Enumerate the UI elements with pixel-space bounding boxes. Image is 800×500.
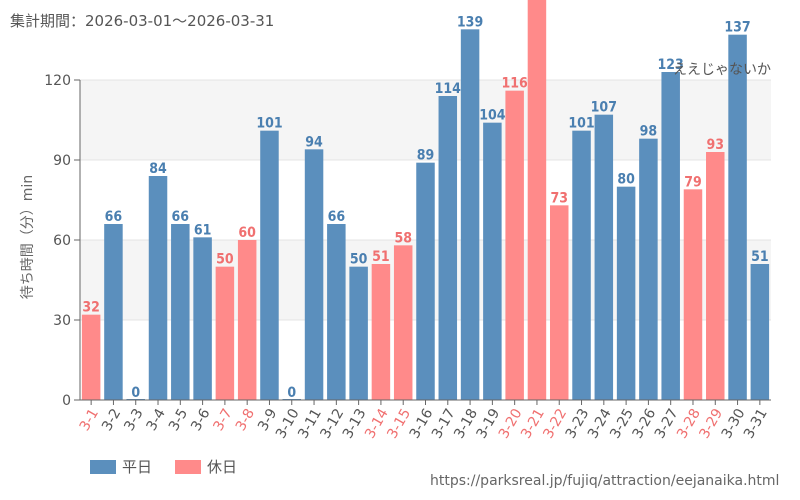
bar[interactable]	[639, 138, 658, 400]
legend-label: 休日	[207, 458, 237, 476]
bar-value-label: 80	[617, 172, 635, 188]
x-tick-label: 3-1	[77, 406, 102, 434]
bar[interactable]	[304, 149, 324, 400]
bar[interactable]	[215, 266, 235, 400]
y-tick-label: 120	[44, 73, 71, 89]
x-tick-label: 3-31	[741, 406, 771, 442]
y-axis-title: 待ち時間（分）min	[20, 175, 36, 299]
x-tick-label: 3-2	[99, 406, 124, 434]
bar-value-label: 66	[172, 209, 190, 225]
bar[interactable]	[193, 237, 212, 400]
bar[interactable]	[527, 0, 547, 400]
legend-item[interactable]: 休日	[175, 458, 237, 476]
chart-annotation: ええじゃないか	[673, 62, 771, 78]
bar[interactable]	[661, 72, 680, 400]
y-tick-label: 90	[53, 153, 71, 169]
bar-value-label: 137	[724, 20, 750, 36]
x-tick-label: 3-4	[144, 406, 169, 434]
x-tick-label: 3-6	[188, 406, 213, 434]
bar[interactable]	[349, 266, 368, 400]
bar-value-label: 114	[435, 81, 462, 97]
bar[interactable]	[683, 189, 703, 400]
page-title: 集計期間：2026-03-01～2026-03-31	[10, 12, 275, 30]
x-tick-label: 3-8	[233, 406, 258, 434]
bar-value-label: 107	[591, 100, 617, 116]
bar-value-label: 94	[305, 134, 323, 150]
bar[interactable]	[81, 314, 101, 400]
legend-swatch	[90, 460, 116, 474]
bar-value-label: 104	[479, 108, 506, 124]
bar[interactable]	[483, 122, 502, 401]
bar[interactable]	[750, 264, 770, 400]
bar-value-label: 51	[372, 249, 390, 265]
x-tick-label: 3-7	[211, 406, 236, 434]
bar-value-label: 61	[194, 222, 212, 238]
bar-value-label: 79	[684, 174, 702, 190]
bar[interactable]	[104, 224, 123, 400]
legend-item[interactable]: 平日	[90, 458, 152, 476]
bar-value-label: 0	[131, 385, 140, 401]
bar-value-label: 84	[149, 161, 167, 177]
y-tick-label: 30	[53, 313, 71, 329]
bar[interactable]	[148, 176, 168, 400]
y-axis: 0 30 60 90 120	[44, 73, 81, 409]
bar-value-label: 98	[640, 124, 658, 140]
y-tick-label: 0	[62, 393, 71, 409]
bar[interactable]	[438, 96, 458, 400]
bar-value-label: 123	[658, 57, 684, 73]
bar[interactable]	[460, 29, 480, 400]
bar[interactable]	[393, 245, 413, 400]
bar[interactable]	[505, 90, 524, 401]
legend-label: 平日	[122, 458, 152, 476]
bar-value-label: 50	[216, 252, 234, 268]
bar-value-label: 32	[82, 300, 100, 316]
bar[interactable]	[728, 34, 747, 401]
bar-value-label: 116	[502, 76, 529, 92]
footer-url: https://parksreal.jp/fujiq/attraction/ee…	[430, 473, 780, 489]
bar-value-label: 50	[350, 252, 368, 268]
bar-value-label: 73	[550, 190, 568, 206]
bar[interactable]	[171, 224, 190, 400]
bar[interactable]	[616, 186, 636, 400]
bar-value-label: 60	[238, 225, 256, 241]
bar-value-label: 51	[751, 249, 769, 265]
bar[interactable]	[572, 130, 591, 400]
bar-value-label: 89	[417, 148, 435, 164]
x-tick-label: 3-5	[166, 406, 191, 434]
legend-swatch	[175, 460, 201, 474]
bar[interactable]	[416, 162, 435, 400]
bar-value-label: 58	[394, 230, 412, 246]
bar-value-label: 101	[568, 116, 594, 132]
bar[interactable]	[706, 152, 725, 400]
x-tick-label: 3-3	[121, 406, 146, 434]
x-axis: 3-13-23-33-43-53-63-73-83-93-103-113-123…	[77, 399, 771, 442]
legend: 平日 休日	[90, 458, 237, 476]
bar-value-label: 66	[105, 209, 123, 225]
bars	[81, 0, 770, 401]
y-tick-label: 60	[53, 233, 71, 249]
bar-value-label: 0	[287, 385, 296, 401]
bar[interactable]	[327, 224, 346, 400]
bar[interactable]	[594, 114, 614, 401]
bar[interactable]	[549, 205, 569, 400]
bar-value-label: 139	[457, 14, 483, 30]
bar-value-label: 101	[256, 116, 282, 132]
bar-value-label: 66	[328, 209, 346, 225]
bar[interactable]	[237, 240, 257, 400]
bar[interactable]	[371, 264, 391, 400]
bar-value-label: 93	[707, 137, 725, 153]
bar[interactable]	[260, 130, 279, 400]
